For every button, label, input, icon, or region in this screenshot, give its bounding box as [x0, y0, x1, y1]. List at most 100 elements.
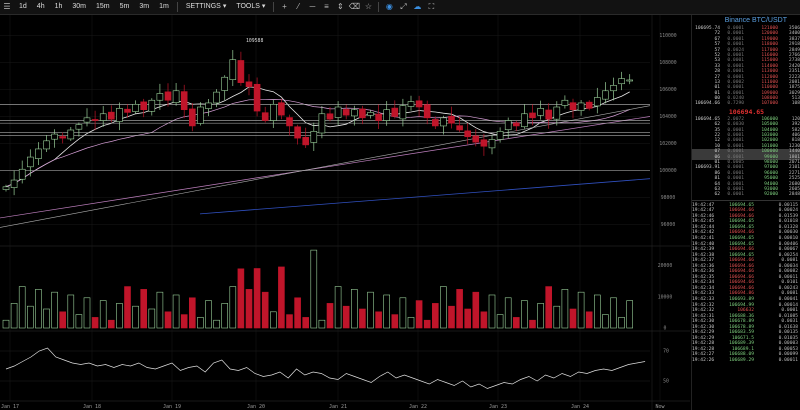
settings-menu[interactable]: SETTINGS ▾: [181, 0, 231, 14]
candle-up: [310, 131, 318, 143]
expand-icon[interactable]: ⤢: [400, 2, 407, 11]
ask-cell: 120000: [761, 31, 778, 37]
volume-bar-up: [537, 303, 544, 329]
bid-row[interactable]: 06 0.0001 99000 1801: [692, 154, 800, 160]
interval-4h[interactable]: 4h: [36, 3, 45, 10]
horizontal-line-icon[interactable]: ─: [309, 2, 316, 11]
ask-row[interactable]: 67 0.0001 119000 3837: [692, 37, 800, 42]
trade-amount: 0.0081: [781, 258, 798, 264]
ask-row[interactable]: 72 0.0001 120000 3400: [692, 31, 800, 36]
bid-cell: 1230: [788, 143, 800, 149]
camera-icon[interactable]: ◉: [385, 2, 393, 11]
trade-row: 19:42:47 106694.65 0.00115: [692, 203, 800, 209]
bid-row[interactable]: 12 0.0001 102000 818: [692, 138, 800, 143]
interval-1m[interactable]: 1m: [159, 3, 169, 10]
trendline-icon[interactable]: ⁄: [297, 2, 300, 11]
ask-row[interactable]: 52 0.0001 116000 2766: [692, 53, 800, 58]
toolbar-divider: [273, 2, 275, 12]
bid-cell: 07: [692, 149, 722, 155]
toolbar-divider: [176, 2, 178, 12]
volume-bar-up: [221, 303, 228, 329]
fullscreen-icon[interactable]: ⛶: [428, 2, 435, 11]
tools-menu[interactable]: TOOLS ▾: [231, 0, 270, 14]
bid-row[interactable]: 62 0.0001 92000 2848: [692, 192, 800, 197]
candle-down: [391, 107, 399, 117]
volume-bar-down: [140, 289, 147, 329]
crosshair-icon[interactable]: +: [282, 2, 287, 11]
hamburger-icon[interactable]: ☰: [3, 2, 11, 11]
bid-cell: 95000: [764, 176, 778, 182]
trade-time: 19:42:30: [692, 324, 715, 330]
volume-bar-up: [318, 319, 326, 329]
bid-row[interactable]: 64 0.0001 94000 2680: [692, 182, 800, 187]
trade-time: 19:42:47: [692, 202, 715, 208]
bid-row[interactable]: 86 0.0001 96000 2271: [692, 171, 800, 176]
measure-icon[interactable]: ⇕: [337, 2, 344, 11]
bid-row[interactable]: 106694.65 2.0072 106000 120: [692, 117, 800, 122]
interval-15m[interactable]: 15m: [96, 3, 110, 10]
ask-cell: 00: [714, 96, 720, 102]
candle-down: [472, 135, 480, 143]
interval-5m[interactable]: 5m: [119, 3, 130, 10]
volume-bar-up: [116, 303, 123, 329]
trade-time: 19:42:39: [692, 247, 715, 253]
bid-row[interactable]: 81 0.0001 95000 2525: [692, 176, 800, 181]
bid-cell: 0.0001: [727, 170, 744, 176]
star-icon[interactable]: ☆: [364, 2, 372, 11]
trade-price: 106689.39: [729, 341, 754, 347]
trade-time: 19:42:36: [692, 263, 715, 269]
interval-3m[interactable]: 3m: [139, 3, 150, 10]
ask-row[interactable]: 01 0.0001 110000 1875: [692, 85, 800, 90]
ask-row[interactable]: 106694.66 0.7290 107000 108: [692, 101, 800, 106]
candle-up: [172, 90, 180, 103]
bid-row[interactable]: 07 0.0001 100000 1440: [692, 149, 800, 155]
price-tick-label: 108000: [659, 60, 676, 66]
candle-down: [59, 136, 67, 139]
bid-row[interactable]: 01 0.0005 98000 2071: [692, 160, 800, 165]
volume-bar-up: [440, 286, 447, 329]
bid-row[interactable]: 22 0.0001 103000 406: [692, 133, 800, 138]
trade-price: 106694.65: [729, 202, 754, 208]
bid-cell: 392: [791, 122, 800, 128]
fib-retracement-icon[interactable]: ≡: [324, 2, 329, 11]
volume-bar-up: [618, 317, 625, 329]
bid-cell: 2101: [788, 165, 800, 171]
volume-bar-down: [342, 305, 350, 329]
bid-cell: 582: [791, 127, 800, 133]
ask-row[interactable]: 106695.74 0.0001 121000 3506: [692, 26, 800, 31]
bid-row[interactable]: 10 0.0001 101000 1230: [692, 144, 800, 149]
ask-row[interactable]: 01 0.0001 109000 3029: [692, 91, 800, 96]
ask-row[interactable]: 57 0.0024 117000 2849: [692, 48, 800, 53]
ask-row[interactable]: 27 0.0001 112000 2223: [692, 75, 800, 80]
eraser-icon[interactable]: ⌫: [348, 2, 361, 11]
trade-amount: 0.00030: [778, 230, 798, 236]
trade-row: 19:42:37 106694.66 0.0081: [692, 258, 800, 264]
ask-cell: 106694.66: [695, 101, 720, 107]
ask-row[interactable]: 00 0.0240 108000 513: [692, 96, 800, 101]
ask-cell: 2081: [788, 79, 800, 85]
trade-price: 106694.66: [729, 213, 754, 219]
ask-row[interactable]: 28 0.0001 113000 2351: [692, 69, 800, 74]
bid-row[interactable]: 106693.91 0.0001 97000 2101: [692, 165, 800, 170]
ask-row[interactable]: 53 0.0001 115000 2738: [692, 58, 800, 63]
ask-cell: 0.0001: [727, 58, 744, 64]
price-chart[interactable]: Jan 17 Jan 18 Jan 19 Jan 20 Jan 21 Jan 22 Jan …: [0, 15, 690, 410]
bid-cell: 12: [714, 138, 720, 144]
interval-1h[interactable]: 1h: [54, 3, 63, 10]
bid-row[interactable]: 62 0.0030 105000 392: [692, 122, 800, 127]
bid-row[interactable]: 35 0.0001 104000 582: [692, 128, 800, 133]
cloud-icon[interactable]: ☁: [413, 2, 422, 11]
ask-row[interactable]: 57 0.0001 118000 2918: [692, 42, 800, 47]
ask-cell: 13: [714, 79, 720, 85]
interval-30m[interactable]: 30m: [72, 3, 87, 10]
ask-row[interactable]: 33 0.0001 114000 2420: [692, 64, 800, 69]
ask-row[interactable]: 13 0.0002 111000 2081: [692, 80, 800, 85]
interval-1d[interactable]: 1d: [19, 3, 27, 10]
trade-price: 106694.66: [729, 263, 754, 269]
candle-down: [245, 81, 253, 88]
ask-cell: 121000: [761, 26, 778, 31]
volume-bar-down: [472, 291, 480, 329]
trade-price: 106689.29: [729, 358, 754, 364]
trade-row: 19:42:34 106694.66 0.0101: [692, 280, 800, 286]
bid-row[interactable]: 63 0.0001 93000 2605: [692, 187, 800, 192]
